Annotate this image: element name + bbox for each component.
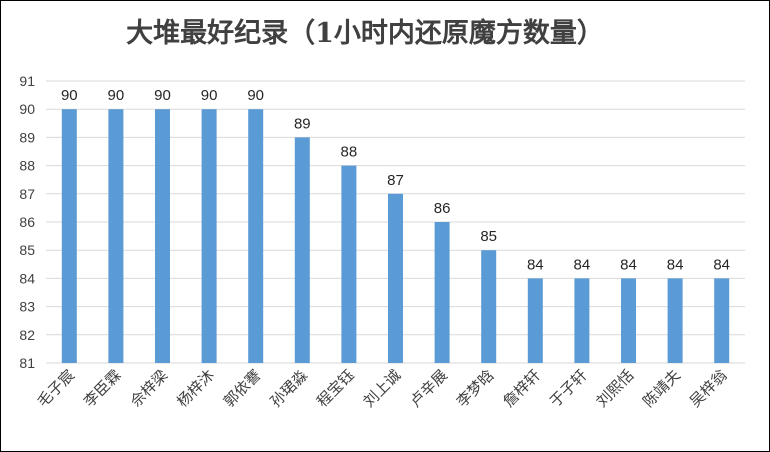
data-label: 88 bbox=[341, 144, 358, 161]
x-tick-label: 毛子宸 bbox=[34, 366, 79, 411]
x-tick-label: 刘熙恬 bbox=[593, 366, 638, 411]
data-label: 89 bbox=[294, 115, 311, 132]
x-tick-label: 李臣霖 bbox=[80, 366, 125, 411]
x-tick-label: 吴梓翁 bbox=[686, 366, 731, 411]
bars bbox=[61, 109, 730, 363]
x-tick-label: 陈靖夫 bbox=[639, 366, 684, 411]
bar bbox=[621, 278, 636, 363]
x-tick-label: 卢辛展 bbox=[406, 366, 451, 411]
y-tick-label: 86 bbox=[19, 214, 35, 230]
x-tick-label: 程宝钰 bbox=[313, 366, 358, 411]
x-tick-label: 刘上诚 bbox=[360, 366, 405, 411]
y-tick-label: 87 bbox=[19, 186, 35, 202]
bar bbox=[388, 193, 403, 363]
bar bbox=[714, 278, 730, 363]
data-label: 84 bbox=[620, 256, 637, 273]
x-tick-label: 佘梓梁 bbox=[127, 366, 172, 411]
data-label: 87 bbox=[387, 172, 404, 189]
bar bbox=[341, 165, 357, 363]
x-tick-label: 李梦晗 bbox=[453, 366, 498, 411]
y-tick-label: 81 bbox=[19, 355, 35, 371]
y-tick-label: 83 bbox=[19, 299, 35, 315]
x-tick-label: 于子轩 bbox=[546, 366, 591, 411]
data-label: 84 bbox=[574, 256, 591, 273]
chart-title: 大堆最好纪录（1小时内还原魔方数量） bbox=[126, 17, 604, 49]
data-label: 90 bbox=[61, 87, 78, 104]
bar bbox=[294, 137, 310, 363]
data-label: 84 bbox=[667, 256, 684, 273]
data-label: 90 bbox=[247, 87, 264, 104]
bar bbox=[248, 109, 264, 363]
data-label: 90 bbox=[154, 87, 171, 104]
data-label: 86 bbox=[434, 200, 451, 217]
data-labels: 90 90 90 90 90 89 88 87 86 85 84 84 84 84 84 bbox=[61, 87, 730, 273]
bar bbox=[481, 250, 497, 363]
data-label: 84 bbox=[527, 256, 544, 273]
x-tick-label: 郭依謇 bbox=[220, 366, 265, 411]
y-axis: 81 82 83 84 85 86 87 88 89 90 91 bbox=[19, 73, 35, 371]
y-tick-label: 89 bbox=[19, 129, 35, 145]
data-label: 90 bbox=[201, 87, 218, 104]
data-label: 90 bbox=[108, 87, 125, 104]
x-axis: 毛子宸 李臣霖 佘梓梁 杨梓沐 郭依謇 孙珺淼 程宝钰 刘上诚 卢辛展 李梦晗 詹梓轩 于子轩 刘熙恬陈… bbox=[34, 366, 731, 411]
data-label: 84 bbox=[713, 256, 730, 273]
bar bbox=[61, 109, 77, 363]
x-tick-label: 杨梓沐 bbox=[173, 366, 218, 411]
y-tick-label: 88 bbox=[19, 158, 35, 174]
bar bbox=[667, 278, 683, 363]
bar bbox=[155, 109, 170, 363]
bar bbox=[574, 278, 590, 363]
bar bbox=[527, 278, 543, 363]
data-label: 85 bbox=[480, 228, 497, 245]
bar bbox=[108, 109, 124, 363]
y-tick-label: 90 bbox=[19, 101, 35, 117]
y-tick-label: 84 bbox=[19, 270, 35, 286]
x-tick-label: 孙珺淼 bbox=[267, 366, 312, 411]
bar bbox=[434, 222, 450, 363]
y-tick-label: 85 bbox=[19, 242, 35, 258]
y-tick-label: 91 bbox=[19, 73, 35, 89]
bar bbox=[201, 109, 217, 363]
x-tick-label: 詹梓轩 bbox=[500, 366, 545, 411]
y-tick-label: 82 bbox=[19, 327, 35, 343]
